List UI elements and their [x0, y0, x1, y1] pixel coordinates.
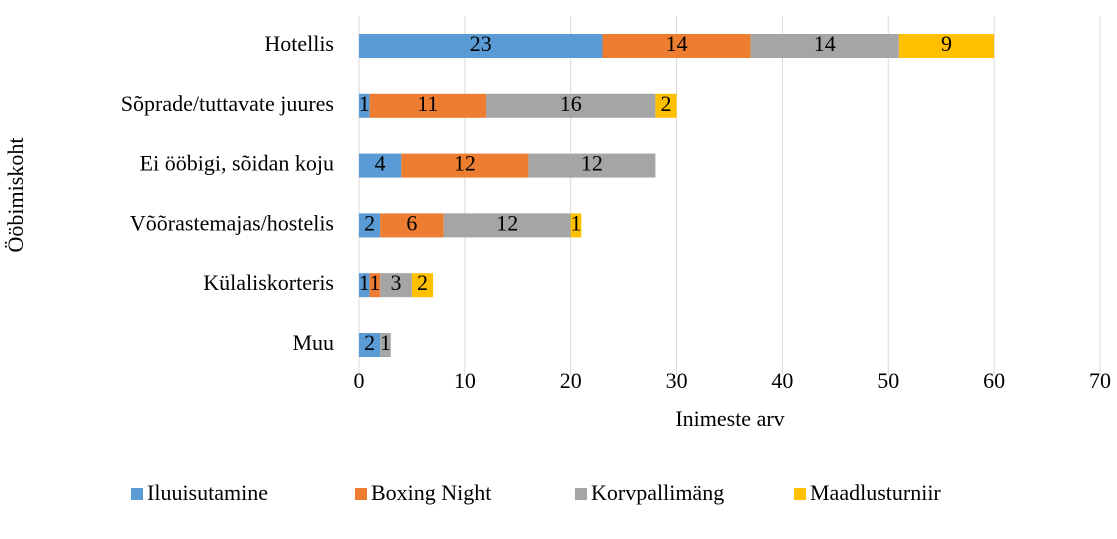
x-axis-title: Inimeste arv — [675, 406, 784, 431]
data-label: 1 — [369, 270, 380, 295]
bar-segment — [359, 213, 381, 238]
bar-segment — [359, 34, 603, 58]
legend-swatch — [575, 488, 587, 500]
bar-segment — [359, 153, 402, 178]
bar-segment — [380, 213, 444, 238]
bar-segment — [369, 93, 487, 118]
x-tick-label: 0 — [354, 368, 365, 393]
bar-segment — [602, 34, 751, 58]
y-axis-title: Ööbimiskoht — [3, 138, 28, 253]
x-tick-label: 40 — [771, 368, 793, 393]
y-tick-label: Sõprade/tuttavate juures — [121, 91, 334, 116]
x-tick-label: 30 — [666, 368, 688, 393]
data-label: 16 — [560, 91, 582, 116]
bar-segment — [380, 333, 391, 357]
data-label: 23 — [470, 31, 492, 56]
data-label: 4 — [375, 151, 386, 176]
data-label: 1 — [359, 270, 370, 295]
legend-swatch — [794, 488, 806, 500]
bar-segment — [359, 93, 370, 118]
y-tick-label: Hotellis — [264, 31, 334, 56]
y-tick-label: Külaliskorteris — [203, 270, 334, 295]
bar-segment — [570, 213, 582, 238]
data-label: 2 — [364, 210, 375, 235]
data-label: 1 — [380, 330, 391, 355]
data-label: 12 — [496, 210, 518, 235]
legend-label: Maadlusturniir — [810, 480, 941, 505]
bar-segment — [401, 153, 529, 178]
data-label: 11 — [417, 91, 438, 116]
bar-segment — [655, 93, 677, 118]
y-tick-label: Ei ööbigi, sõidan koju — [140, 151, 334, 176]
x-tick-label: 50 — [877, 368, 899, 393]
x-tick-label: 70 — [1089, 368, 1111, 393]
bar-segment — [411, 273, 434, 298]
bar-segment — [898, 34, 995, 58]
bar-segment — [359, 273, 370, 298]
legend-label: Korvpallimäng — [591, 480, 724, 505]
data-label: 12 — [581, 151, 603, 176]
data-label: 1 — [359, 91, 370, 116]
legend-swatch — [131, 488, 143, 500]
data-label: 1 — [571, 210, 582, 235]
bar-segment — [443, 213, 571, 238]
bar-segment — [486, 93, 656, 118]
data-label: 2 — [660, 91, 671, 116]
bar-segment — [359, 333, 381, 357]
data-label: 12 — [454, 151, 476, 176]
x-tick-label: 20 — [560, 368, 582, 393]
y-tick-label: Muu — [292, 330, 334, 355]
legend-swatch — [355, 488, 367, 500]
x-tick-label: 10 — [454, 368, 476, 393]
data-label: 2 — [364, 330, 375, 355]
x-tick-label: 60 — [983, 368, 1005, 393]
bar-segment — [380, 273, 412, 298]
bar-segment — [369, 273, 381, 298]
data-label: 14 — [814, 31, 836, 56]
data-label: 6 — [406, 210, 417, 235]
data-label: 9 — [941, 31, 952, 56]
legend-label: Iluuisutamine — [147, 480, 268, 505]
data-label: 3 — [391, 270, 402, 295]
legend-label: Boxing Night — [371, 480, 491, 505]
data-label: 14 — [666, 31, 688, 56]
y-tick-label: Võõrastemajas/hostelis — [130, 210, 334, 235]
data-label: 2 — [417, 270, 428, 295]
bar-segment — [750, 34, 899, 58]
bar-segment — [528, 153, 656, 178]
